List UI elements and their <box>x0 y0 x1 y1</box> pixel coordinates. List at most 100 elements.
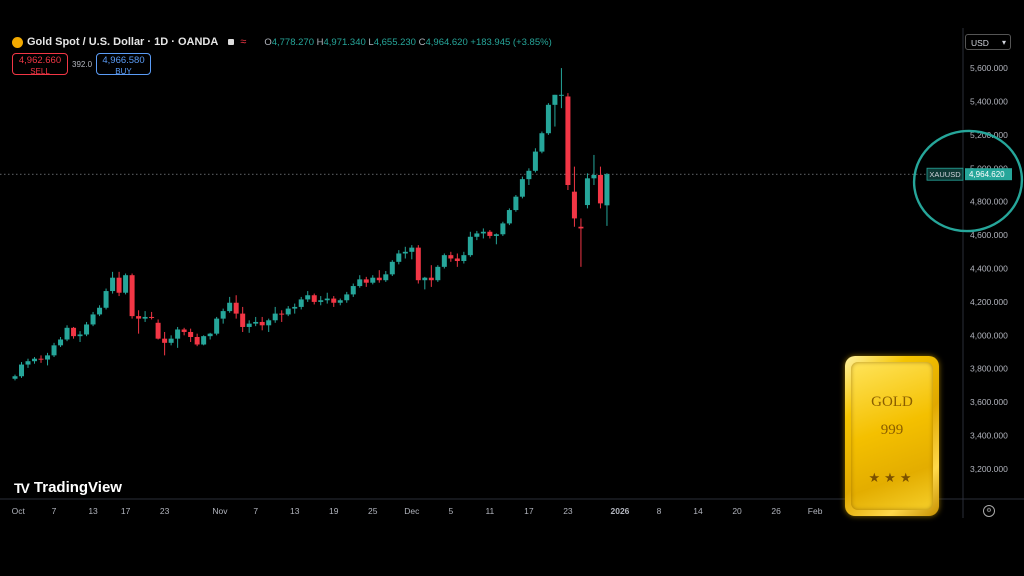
candle-body <box>227 302 233 312</box>
y-tick-label: 5,600.000 <box>970 63 1008 73</box>
candle-body <box>519 179 525 197</box>
candle-body <box>539 133 545 152</box>
ohlc-values: O4,778.270 H4,971.340 L4,655.230 C4,964.… <box>264 36 552 48</box>
candle-body <box>149 316 155 318</box>
candle-body <box>500 223 506 235</box>
candle-body <box>240 313 246 327</box>
candle-body <box>376 277 382 281</box>
candle-body <box>415 247 421 281</box>
candle-body <box>350 286 356 295</box>
candle-body <box>207 333 213 337</box>
candle-body <box>422 277 428 281</box>
candle-body <box>370 277 376 283</box>
candle-body <box>526 170 532 180</box>
x-tick-label: Oct <box>12 506 26 516</box>
candle-body <box>331 298 337 303</box>
x-tick-label: Feb <box>808 506 823 516</box>
symbol-tag-box <box>926 167 964 181</box>
candle-body <box>409 247 415 252</box>
candle-body <box>357 279 363 287</box>
candle-body <box>363 279 369 283</box>
symbol-tag: XAUUSD <box>929 170 961 179</box>
candle-body <box>188 331 194 337</box>
candle-body <box>604 174 610 206</box>
time-axis[interactable]: Oct 7 13 17 23 Nov 7 13 19 25 Dec 5 11 17 23 2026 8 14 20 2… <box>12 506 870 516</box>
y-tick-label: 4,800.000 <box>970 197 1008 207</box>
candle-body <box>285 308 291 315</box>
y-tick-label: 3,600.000 <box>970 397 1008 407</box>
x-tick-label: 19 <box>329 506 339 516</box>
candle-body <box>558 94 564 96</box>
buy-button[interactable]: 4,966.580 BUY <box>96 53 151 76</box>
candle-body <box>298 299 304 307</box>
candle-body <box>513 196 519 211</box>
price-axis[interactable]: 3,200.000 3,400.000 3,600.000 3,800.000 4,00… <box>970 63 1008 474</box>
x-tick-label: 20 <box>732 506 742 516</box>
candle-body <box>51 345 57 356</box>
y-tick-label: 3,200.000 <box>970 464 1008 474</box>
candle-body <box>552 94 558 105</box>
candle-body <box>324 298 330 301</box>
candle-body <box>84 324 90 335</box>
candle-body <box>38 358 44 360</box>
candle-body <box>292 306 298 309</box>
candle-body <box>532 151 538 171</box>
candle-body <box>266 320 272 326</box>
candle-body <box>344 294 350 301</box>
candle-body <box>597 174 603 204</box>
candle-body <box>194 336 200 345</box>
gold-coin-icon <box>12 36 23 48</box>
sell-button[interactable]: 4,962.660 SELL <box>12 53 68 76</box>
candle-body <box>19 364 25 377</box>
candle-body <box>454 258 460 261</box>
market-status-icon <box>228 39 235 45</box>
x-tick-label: 17 <box>524 506 534 516</box>
x-tick-label: Dec <box>404 506 420 516</box>
candle-body <box>110 277 116 292</box>
x-tick-label: 17 <box>121 506 131 516</box>
x-tick-label: 13 <box>290 506 300 516</box>
candle-body <box>253 321 259 324</box>
candle-body <box>467 236 473 256</box>
candle-body <box>396 253 402 262</box>
x-tick-label: 7 <box>253 506 258 516</box>
candle-body <box>474 233 480 237</box>
currency-select[interactable]: USD <box>965 34 1011 51</box>
candle-body <box>480 231 486 234</box>
candle-body <box>441 255 447 267</box>
symbol-title[interactable]: Gold Spot / U.S. Dollar · 1D · OANDA <box>27 36 219 48</box>
x-tick-label: 2026 <box>611 506 630 516</box>
candle-body <box>279 313 285 315</box>
chart-header: Gold Spot / U.S. Dollar · 1D · OANDA ≈ O… <box>12 36 552 48</box>
candle-body <box>214 318 220 334</box>
candle-body <box>58 339 64 346</box>
candle-body <box>565 96 571 185</box>
candle-body <box>103 291 109 308</box>
candle-body <box>428 277 434 281</box>
candle-body <box>90 314 96 325</box>
candle-body <box>201 336 207 345</box>
tradingview-logo[interactable]: TV TradingView <box>14 479 122 496</box>
y-tick-label: 5,400.000 <box>970 96 1008 106</box>
x-tick-label: 26 <box>771 506 781 516</box>
candle-body <box>233 302 239 314</box>
candle-body <box>448 255 454 259</box>
candle-body <box>71 327 77 337</box>
candle-body <box>571 191 577 219</box>
y-tick-label: 3,400.000 <box>970 431 1008 441</box>
x-tick-label: 7 <box>52 506 57 516</box>
candle-body <box>136 316 142 319</box>
x-tick-label: 23 <box>160 506 170 516</box>
x-tick-label: 5 <box>448 506 453 516</box>
candle-body <box>305 295 311 300</box>
candle-body <box>64 327 70 340</box>
candle-body <box>97 307 103 315</box>
candle-body <box>116 277 122 293</box>
settings-icon[interactable]: ⚙ <box>983 505 995 517</box>
candle-body <box>493 234 499 236</box>
gold-bar-stars: ★★★ <box>868 470 916 485</box>
x-tick-label: 13 <box>88 506 98 516</box>
y-tick-label: 3,800.000 <box>970 364 1008 374</box>
candle-body <box>220 311 226 319</box>
